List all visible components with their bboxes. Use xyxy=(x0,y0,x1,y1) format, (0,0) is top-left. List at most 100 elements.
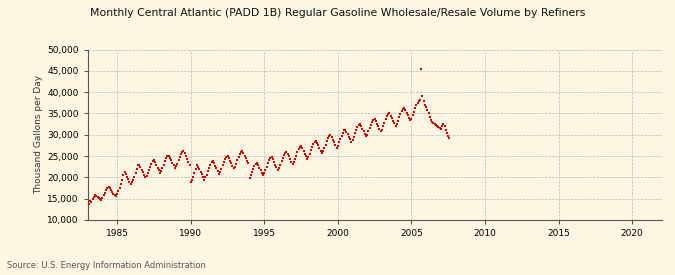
Point xyxy=(120,172,131,176)
Point xyxy=(273,167,284,172)
Point xyxy=(157,166,168,170)
Point xyxy=(411,103,422,108)
Point xyxy=(279,150,290,155)
Point xyxy=(228,166,239,170)
Point xyxy=(112,192,123,197)
Point xyxy=(408,109,419,114)
Point xyxy=(232,158,243,163)
Point xyxy=(126,182,136,186)
Point xyxy=(105,188,116,192)
Point xyxy=(352,125,362,129)
Point xyxy=(219,160,230,164)
Point xyxy=(113,189,124,193)
Point xyxy=(437,124,448,128)
Point xyxy=(198,175,209,179)
Point xyxy=(119,170,130,174)
Point xyxy=(270,162,281,167)
Point xyxy=(155,170,165,175)
Point xyxy=(385,113,396,118)
Point xyxy=(156,168,167,173)
Point xyxy=(313,143,324,148)
Point xyxy=(144,167,155,172)
Point xyxy=(294,145,305,149)
Point xyxy=(366,122,377,127)
Point xyxy=(88,194,99,199)
Point xyxy=(330,143,341,147)
Point xyxy=(87,196,98,201)
Point xyxy=(425,115,435,119)
Point xyxy=(150,160,161,165)
Point xyxy=(159,159,170,163)
Point xyxy=(336,133,347,138)
Point xyxy=(151,163,162,167)
Point xyxy=(339,128,350,133)
Point xyxy=(108,191,119,196)
Point xyxy=(394,115,404,119)
Point xyxy=(368,118,379,122)
Point xyxy=(245,173,256,177)
Point xyxy=(84,202,95,206)
Point xyxy=(288,160,299,165)
Point xyxy=(194,167,205,171)
Point xyxy=(350,131,360,136)
Point xyxy=(286,160,296,164)
Point xyxy=(237,149,248,153)
Point xyxy=(256,170,267,175)
Point xyxy=(300,154,311,158)
Point xyxy=(153,168,164,172)
Point xyxy=(371,119,381,123)
Point xyxy=(266,155,277,160)
Point xyxy=(183,160,194,164)
Point xyxy=(178,149,189,153)
Point xyxy=(167,161,178,165)
Point xyxy=(290,157,300,161)
Point xyxy=(202,169,213,174)
Point xyxy=(192,163,202,168)
Point xyxy=(249,164,260,168)
Point xyxy=(374,126,385,131)
Point xyxy=(299,151,310,156)
Point xyxy=(281,150,292,154)
Point xyxy=(384,111,395,116)
Point xyxy=(210,164,221,168)
Point xyxy=(404,116,414,120)
Point xyxy=(377,127,387,132)
Point xyxy=(441,130,452,135)
Point xyxy=(306,144,317,149)
Point xyxy=(296,144,306,148)
Point xyxy=(166,158,177,163)
Point xyxy=(395,112,406,116)
Point xyxy=(431,123,441,128)
Point xyxy=(105,186,115,191)
Point xyxy=(303,155,314,159)
Point xyxy=(345,137,356,142)
Point xyxy=(254,165,265,170)
Point xyxy=(402,113,413,117)
Point xyxy=(138,173,149,177)
Point xyxy=(174,155,185,159)
Point xyxy=(369,117,380,121)
Point xyxy=(277,156,288,160)
Point xyxy=(128,177,138,182)
Point xyxy=(389,121,400,125)
Point xyxy=(133,163,144,168)
Point xyxy=(356,124,367,128)
Point xyxy=(342,132,353,136)
Point xyxy=(196,172,207,177)
Point xyxy=(325,133,336,138)
Point xyxy=(219,157,230,161)
Point xyxy=(387,116,398,120)
Point xyxy=(364,126,375,130)
Point xyxy=(443,133,454,138)
Point xyxy=(362,133,373,137)
Point xyxy=(302,156,313,161)
Point xyxy=(136,167,147,172)
Point xyxy=(321,139,332,143)
Point xyxy=(96,198,107,202)
Point xyxy=(244,176,255,180)
Point xyxy=(90,193,101,197)
Point xyxy=(263,161,273,166)
Point xyxy=(213,171,224,176)
Point xyxy=(91,194,102,198)
Point xyxy=(199,177,210,182)
